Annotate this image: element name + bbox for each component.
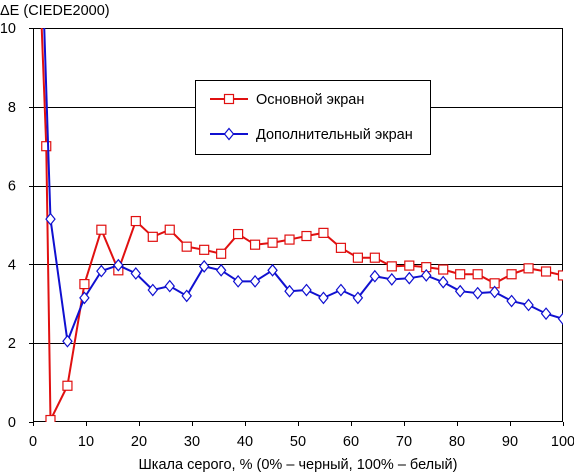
y-axis-title: ΔE (CIEDE2000) bbox=[0, 3, 110, 19]
x-tick-label: 0 bbox=[29, 434, 37, 450]
legend-item: Дополнительный экран bbox=[210, 127, 413, 143]
data-point bbox=[45, 212, 56, 226]
legend-marker bbox=[223, 127, 235, 141]
data-point bbox=[216, 248, 227, 259]
data-point bbox=[233, 228, 244, 240]
data-point bbox=[523, 298, 534, 312]
data-point bbox=[335, 242, 347, 253]
data-point bbox=[557, 312, 563, 326]
data-point bbox=[352, 291, 364, 305]
legend-marker bbox=[223, 93, 235, 105]
data-point bbox=[386, 261, 397, 272]
data-point bbox=[215, 263, 227, 277]
data-point bbox=[301, 283, 312, 297]
data-point bbox=[369, 269, 381, 283]
data-point bbox=[267, 263, 278, 277]
data-point bbox=[198, 259, 210, 273]
data-point bbox=[62, 380, 73, 391]
series-1 bbox=[40, 28, 563, 422]
data-point bbox=[147, 283, 159, 297]
x-tick-label: 70 bbox=[396, 434, 412, 450]
data-point bbox=[369, 252, 380, 263]
data-point bbox=[557, 270, 563, 281]
data-point bbox=[181, 289, 192, 303]
x-tick-label: 30 bbox=[184, 434, 200, 450]
x-tick-label: 10 bbox=[78, 434, 94, 450]
data-point bbox=[147, 231, 158, 242]
data-point bbox=[454, 284, 466, 298]
data-point bbox=[232, 274, 244, 288]
data-point bbox=[79, 279, 90, 290]
x-tick-label: 50 bbox=[290, 434, 306, 450]
x-axis-title: Шкала серого, % (0% – черный, 100% – бел… bbox=[139, 457, 458, 472]
data-point bbox=[267, 237, 278, 248]
data-point bbox=[335, 283, 347, 297]
series-layer bbox=[40, 28, 563, 422]
data-point bbox=[472, 269, 483, 280]
data-point bbox=[523, 263, 534, 274]
data-point bbox=[506, 269, 517, 280]
x-tick-label: 90 bbox=[502, 434, 518, 450]
data-point bbox=[284, 234, 295, 245]
data-point bbox=[284, 284, 295, 298]
data-point bbox=[506, 294, 517, 308]
data-point bbox=[455, 269, 466, 280]
data-point bbox=[249, 274, 261, 288]
y-tick-label: 10 bbox=[0, 21, 16, 37]
data-point bbox=[45, 414, 56, 422]
x-tick-label: 80 bbox=[449, 434, 465, 450]
data-point bbox=[438, 264, 449, 275]
y-tick-label: 4 bbox=[8, 257, 16, 273]
data-point bbox=[318, 291, 329, 305]
data-point bbox=[62, 334, 73, 348]
x-tick-label: 100 bbox=[551, 434, 574, 450]
y-tick-label: 0 bbox=[8, 415, 16, 431]
legend-label: Дополнительный экран bbox=[256, 127, 413, 143]
data-point bbox=[301, 230, 312, 242]
y-tick-label: 8 bbox=[8, 100, 16, 116]
data-point bbox=[420, 268, 432, 282]
legend-item: Основной экран bbox=[210, 92, 364, 108]
series-2 bbox=[43, 28, 563, 348]
data-point bbox=[79, 291, 90, 305]
data-point bbox=[164, 279, 176, 293]
legend: Основной экран Дополнительный экран bbox=[195, 80, 431, 155]
x-tick-label: 60 bbox=[343, 434, 359, 450]
data-point bbox=[96, 264, 107, 278]
data-point bbox=[404, 271, 415, 285]
data-point bbox=[96, 224, 107, 235]
data-point bbox=[386, 272, 398, 286]
data-point bbox=[352, 252, 363, 263]
data-point bbox=[249, 239, 261, 250]
legend-label: Основной экран bbox=[256, 92, 364, 108]
data-point bbox=[130, 267, 142, 280]
data-point bbox=[472, 286, 483, 300]
data-point bbox=[404, 260, 415, 271]
y-tick-label: 2 bbox=[8, 336, 16, 352]
data-point bbox=[437, 275, 449, 289]
legend-box bbox=[195, 80, 431, 155]
data-point bbox=[181, 241, 192, 252]
data-point bbox=[199, 244, 210, 255]
data-point bbox=[540, 266, 552, 277]
data-point bbox=[489, 285, 500, 299]
data-point bbox=[540, 307, 552, 321]
x-tick-label: 40 bbox=[237, 434, 253, 450]
x-tick-label: 20 bbox=[131, 434, 147, 450]
y-tick-label: 6 bbox=[8, 179, 16, 195]
data-point bbox=[164, 224, 175, 235]
data-point bbox=[130, 215, 141, 227]
data-point bbox=[41, 141, 52, 152]
data-point bbox=[318, 227, 329, 238]
data-point bbox=[113, 258, 124, 272]
